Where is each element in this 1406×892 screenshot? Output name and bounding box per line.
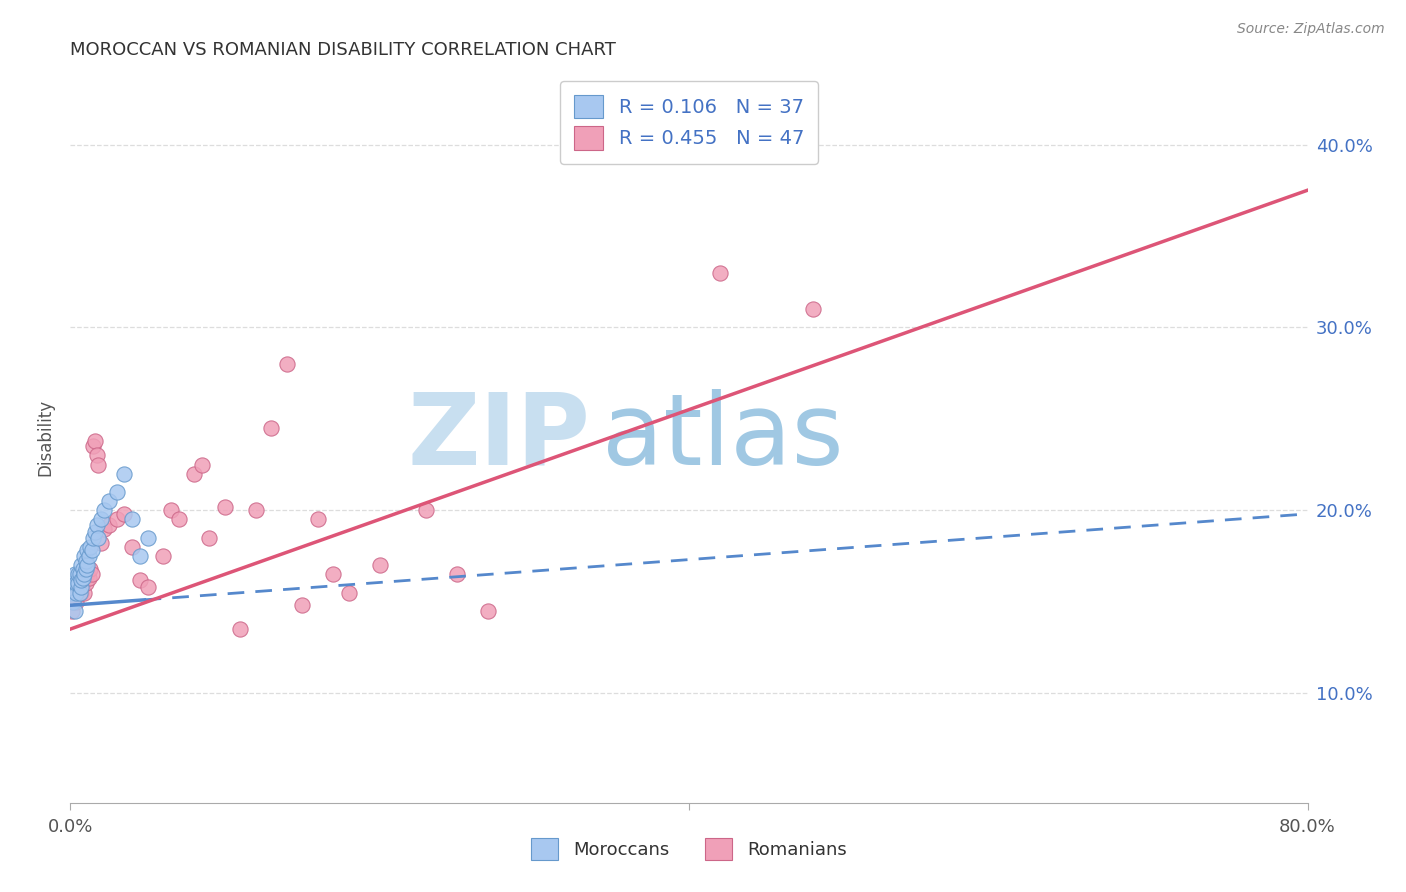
- Point: [307, 512, 329, 526]
- Point: [70, 573, 93, 587]
- Point: [73, 585, 96, 599]
- Point: [136, 531, 159, 545]
- Point: [121, 512, 143, 526]
- Y-axis label: Disability: Disability: [37, 399, 55, 475]
- Point: [65, 576, 87, 591]
- Point: [70, 558, 93, 573]
- Point: [77, 549, 100, 563]
- Point: [62, 594, 84, 608]
- Point: [72, 576, 94, 591]
- Point: [67, 567, 90, 582]
- Point: [70, 580, 93, 594]
- Legend: Moroccans, Romanians: Moroccans, Romanians: [524, 830, 853, 867]
- Point: [73, 549, 96, 563]
- Point: [136, 580, 159, 594]
- Point: [86, 517, 108, 532]
- Text: atlas: atlas: [602, 389, 844, 485]
- Point: [82, 439, 105, 453]
- Point: [86, 448, 108, 462]
- Point: [337, 585, 360, 599]
- Point: [415, 503, 437, 517]
- Point: [79, 540, 101, 554]
- Point: [90, 536, 112, 550]
- Point: [245, 503, 267, 517]
- Point: [198, 531, 221, 545]
- Point: [76, 558, 98, 573]
- Point: [87, 458, 110, 472]
- Text: MOROCCAN VS ROMANIAN DISABILITY CORRELATION CHART: MOROCCAN VS ROMANIAN DISABILITY CORRELAT…: [70, 41, 616, 59]
- Point: [77, 571, 100, 585]
- Point: [93, 521, 115, 535]
- Point: [69, 580, 91, 594]
- Point: [214, 500, 236, 514]
- Point: [62, 576, 84, 591]
- Point: [191, 458, 214, 472]
- Point: [63, 585, 86, 599]
- Point: [75, 562, 97, 576]
- Point: [72, 571, 94, 585]
- Point: [79, 562, 101, 576]
- Point: [76, 543, 98, 558]
- Point: [105, 512, 128, 526]
- Point: [72, 562, 94, 576]
- Point: [75, 554, 97, 568]
- Point: [368, 558, 391, 573]
- Point: [129, 549, 152, 563]
- Point: [84, 525, 107, 540]
- Point: [65, 594, 87, 608]
- Point: [167, 512, 190, 526]
- Point: [84, 434, 107, 448]
- Point: [80, 567, 103, 582]
- Point: [90, 512, 112, 526]
- Point: [105, 485, 128, 500]
- Point: [70, 585, 93, 599]
- Point: [98, 494, 120, 508]
- Point: [291, 599, 314, 613]
- Point: [63, 567, 86, 582]
- Point: [62, 594, 84, 608]
- Point: [229, 622, 252, 636]
- Point: [67, 585, 90, 599]
- Point: [322, 567, 344, 582]
- Point: [69, 567, 91, 582]
- Point: [80, 543, 103, 558]
- Point: [69, 585, 91, 599]
- Point: [114, 507, 135, 521]
- Text: ZIP: ZIP: [408, 389, 591, 485]
- Point: [60, 585, 83, 599]
- Point: [477, 604, 499, 618]
- Point: [801, 302, 824, 317]
- Point: [67, 576, 90, 591]
- Point: [114, 467, 135, 481]
- Point: [446, 567, 468, 582]
- Point: [129, 573, 152, 587]
- Point: [183, 467, 205, 481]
- Point: [709, 266, 731, 280]
- Point: [76, 567, 98, 582]
- Point: [152, 549, 174, 563]
- Point: [75, 576, 97, 591]
- Point: [87, 531, 110, 545]
- Point: [93, 503, 115, 517]
- Point: [260, 421, 283, 435]
- Point: [98, 517, 120, 532]
- Point: [160, 503, 183, 517]
- Point: [65, 585, 87, 599]
- Text: Source: ZipAtlas.com: Source: ZipAtlas.com: [1237, 22, 1385, 37]
- Point: [121, 540, 143, 554]
- Point: [73, 567, 96, 582]
- Point: [276, 357, 298, 371]
- Point: [82, 531, 105, 545]
- Point: [63, 604, 86, 618]
- Point: [60, 604, 83, 618]
